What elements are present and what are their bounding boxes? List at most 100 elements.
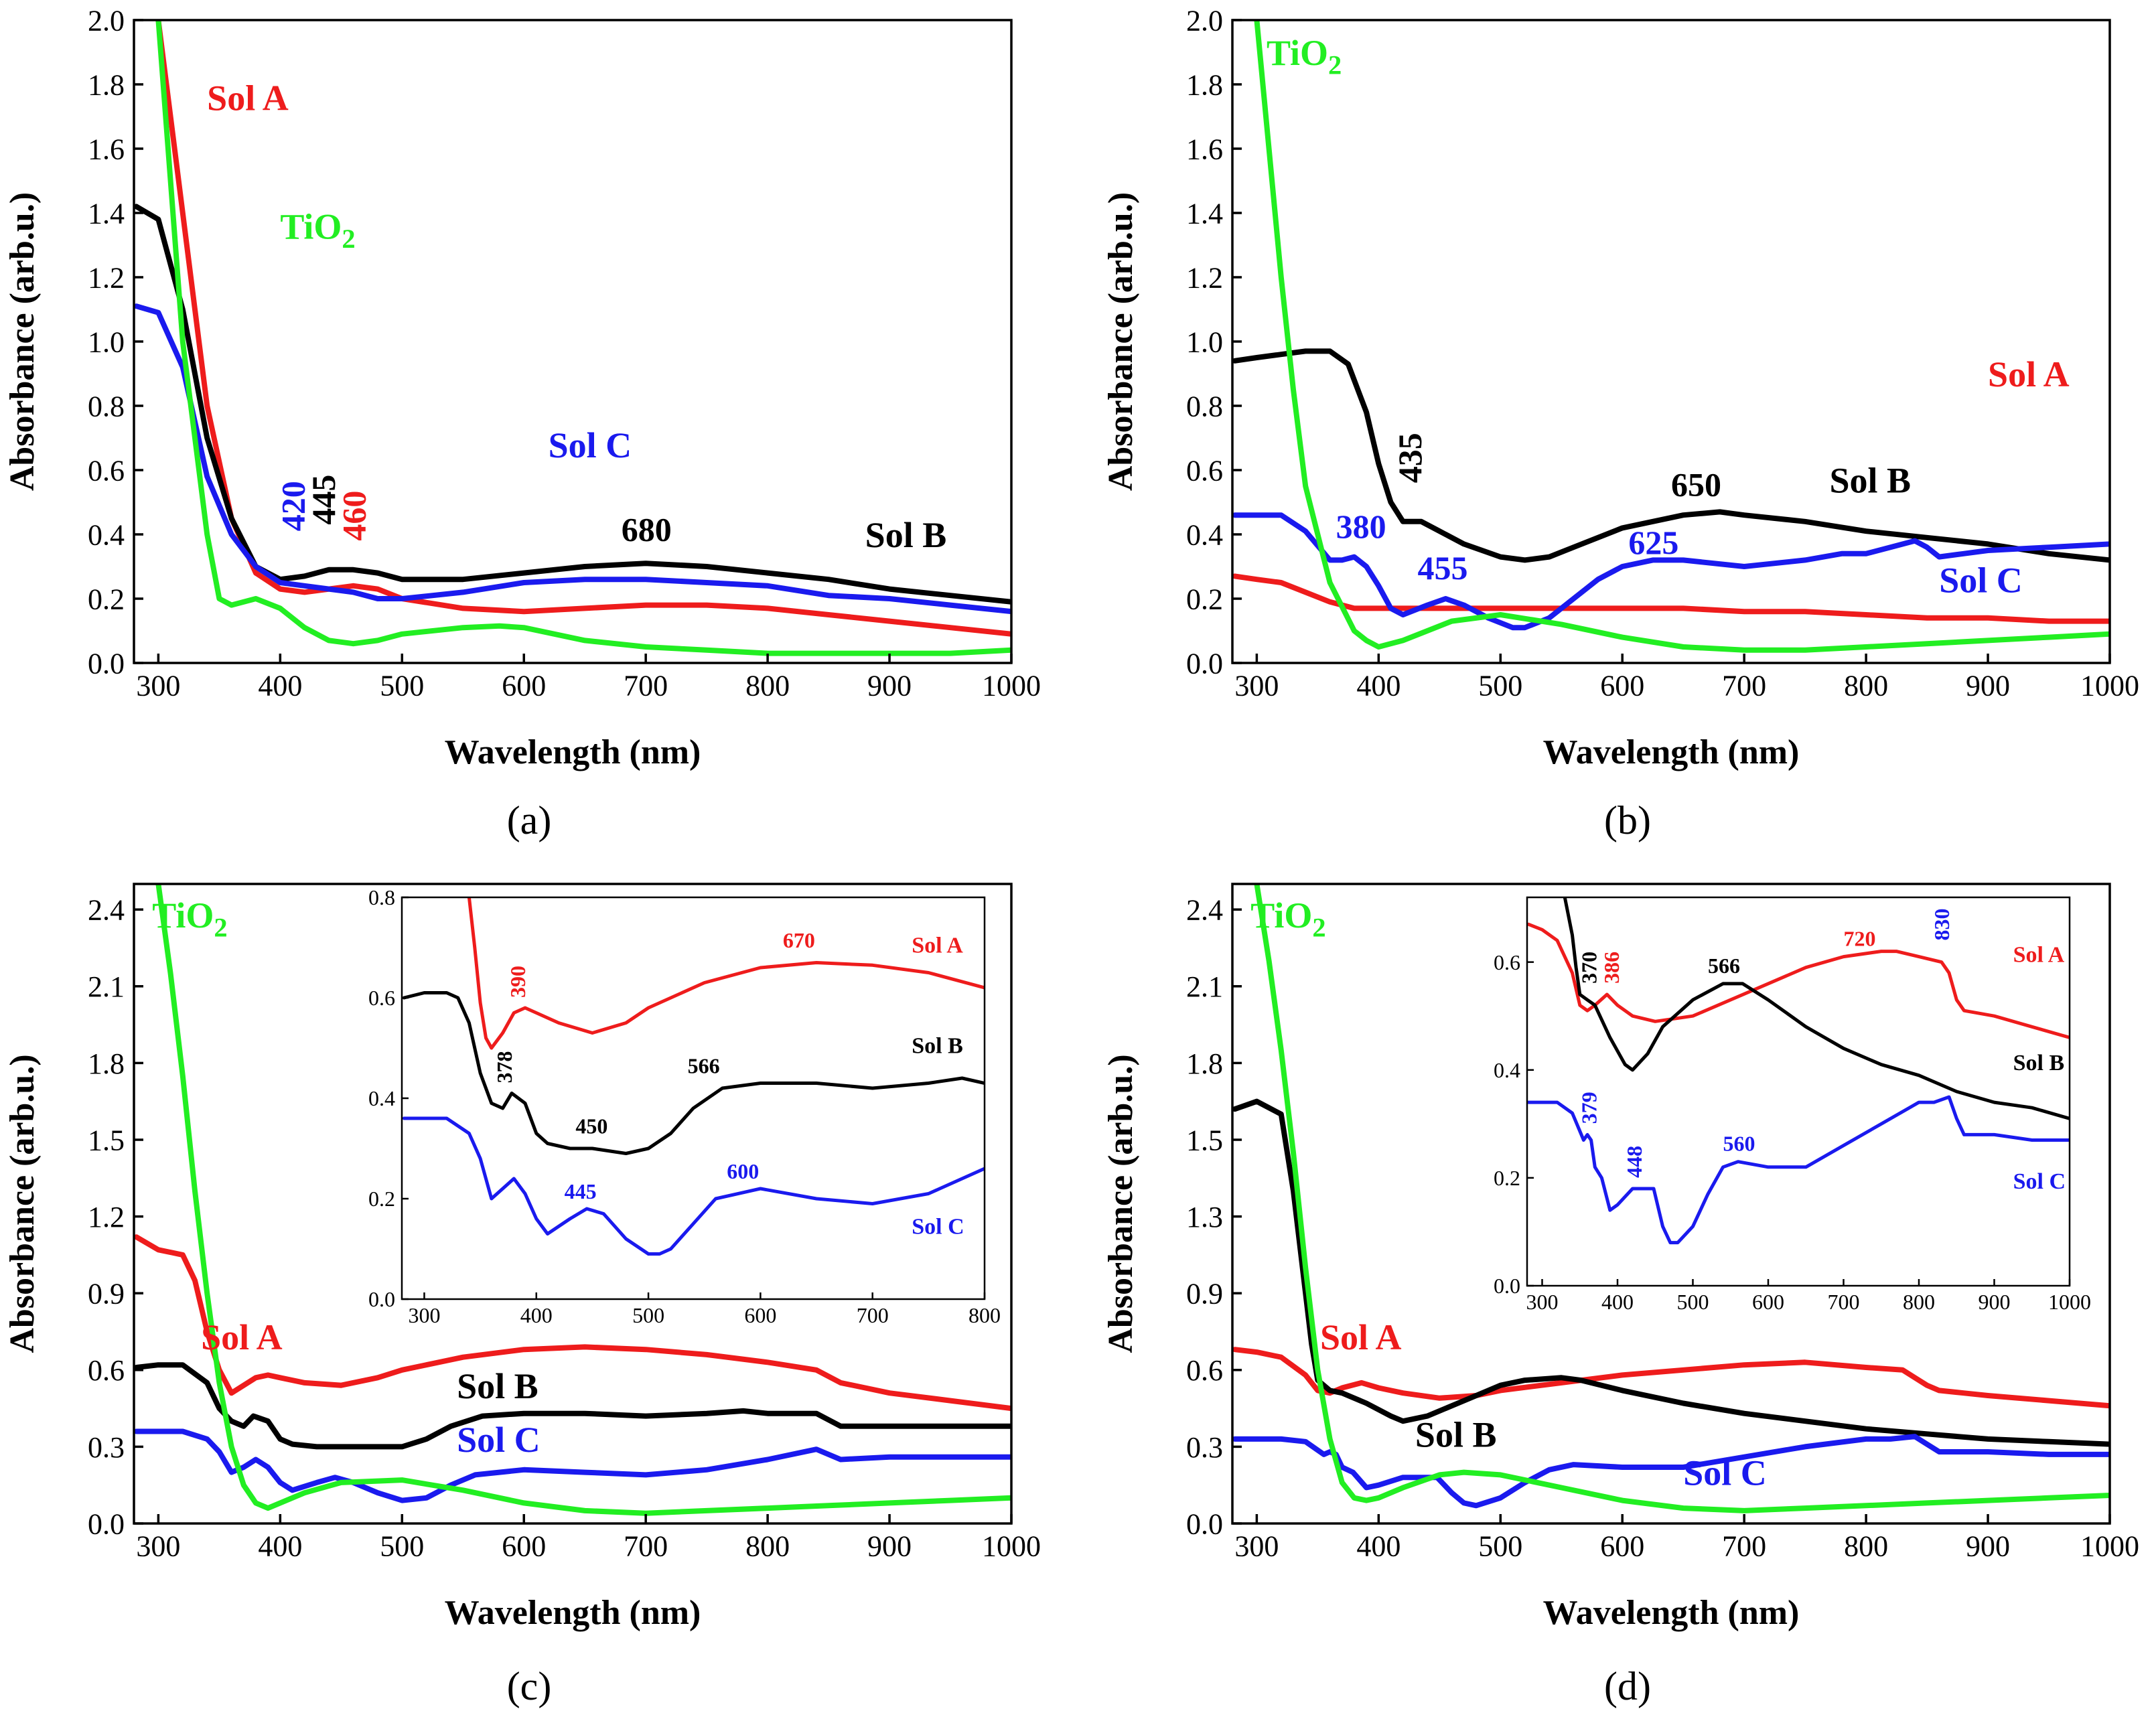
panel-d-x-axis-title: Wavelength (nm) <box>1543 1594 1800 1632</box>
panel-c-x-tick-label-300: 300 <box>136 1529 180 1562</box>
panel-c-x-tick-label-800: 800 <box>745 1529 790 1562</box>
panel-a-x-tick-label-800: 800 <box>745 669 790 702</box>
panel-d-inset-peak-label-566: 566 <box>1708 954 1740 978</box>
panel-b-series-group <box>1232 20 2110 653</box>
panel-d-x-tick-label-1000: 1000 <box>2080 1529 2139 1562</box>
panel-d-x-tick-label-500: 500 <box>1478 1529 1522 1562</box>
panel-d-inset-series-group <box>1527 897 2070 1245</box>
panel-d-inset-y-tick-label-2: 0.4 <box>1494 1058 1520 1082</box>
panel-c-y-tick-label-0: 0.0 <box>88 1507 125 1540</box>
panel-c-inset-peak-label-378: 378 <box>492 1051 516 1084</box>
panel-b-series-label-sol-b: Sol B <box>1830 461 1912 501</box>
panel-b-x-tick-label-800: 800 <box>1844 669 1888 702</box>
panel-a-y-tick-label-0: 0.0 <box>88 647 125 680</box>
panel-d-inset-peak-label-830: 830 <box>1930 908 1954 940</box>
panel-a-series-label-sol-a: Sol A <box>207 78 289 118</box>
panel-c-inset-peak-label-670: 670 <box>783 928 815 952</box>
panel-c-y-tick-label-8: 2.4 <box>88 894 125 927</box>
panel-b-y-tick-label-1: 0.2 <box>1186 583 1223 615</box>
panel-d-inset: 300 400 500 600 700 800 900 1000 0.0 0.2 0.4 0.6 Sol… <box>1494 896 2091 1314</box>
panel-b-peak-label-650: 650 <box>1671 465 1721 503</box>
panel-a-series-label-tio2: TiO2 <box>280 206 355 254</box>
panel-a-series-label-sol-b: Sol B <box>865 515 947 555</box>
panel-c: 300 400 500 600 700 800 900 1000 0.0 0.3 0.6 0.9 1.2… <box>3 883 1041 1632</box>
panel-d-x-tick-label-300: 300 <box>1234 1529 1279 1562</box>
panel-b-series-label-sol-c: Sol C <box>1939 560 2023 600</box>
panel-c-inset-series-line-sol-b <box>402 991 985 1155</box>
panel-d-inset-x-tick-label-600: 600 <box>1752 1290 1784 1314</box>
panel-b-x-tick-label-900: 900 <box>1966 669 2010 702</box>
panel-d-y-tick-label-7: 2.1 <box>1186 970 1223 1003</box>
panel-c-y-tick-label-7: 2.1 <box>88 970 125 1003</box>
panel-label-c: (c) <box>507 1664 552 1708</box>
panel-d-inset-series-label-sol-c: Sol C <box>2013 1169 2066 1194</box>
panel-b-y-tick-label-2: 0.4 <box>1186 518 1223 551</box>
panel-b-y-tick-label-7: 1.4 <box>1186 197 1223 230</box>
panel-c-series-line-sol-c <box>134 1428 1011 1503</box>
panel-d: 300 400 500 600 700 800 900 1000 0.0 0.3 0.6 0.9 1.3… <box>1102 883 2139 1632</box>
panel-a-series-line-sol-c <box>134 303 1011 615</box>
panel-c-series-line-sol-a <box>134 1234 1011 1412</box>
panel-b-series-label-sol-a: Sol A <box>1988 354 2070 394</box>
panel-d-plot-frame <box>1231 883 2111 1525</box>
panel-a-x-tick-label-700: 700 <box>624 669 668 702</box>
panel-a-y-tick-label-1: 0.2 <box>88 583 125 615</box>
panel-a-x-tick-label-400: 400 <box>258 669 302 702</box>
panel-c-inset-series-group <box>402 897 985 1256</box>
panel-c-x-tick-label-900: 900 <box>867 1529 912 1562</box>
panel-d-inset-peak-label-379: 379 <box>1577 1092 1601 1124</box>
panel-a-series-group <box>134 20 1011 656</box>
panel-a-y-tick-label-8: 1.6 <box>88 133 125 165</box>
panel-b: 300 400 500 600 700 800 900 1000 0.0 0.2 0.4 0.6 0.8… <box>1102 4 2139 771</box>
panel-c-series-line-tio2 <box>155 884 1011 1516</box>
panel-b-peak-label-380: 380 <box>1336 508 1386 545</box>
panel-c-inset-series-label-sol-b: Sol B <box>912 1034 963 1059</box>
panel-d-x-tick-label-600: 600 <box>1600 1529 1644 1562</box>
panel-a-x-tick-label-900: 900 <box>867 669 912 702</box>
panel-b-y-tick-label-3: 0.6 <box>1186 454 1223 487</box>
panel-a-series-line-sol-b <box>134 204 1011 605</box>
panel-c-y-tick-label-4: 1.2 <box>88 1201 125 1234</box>
panel-a-x-tick-label-300: 300 <box>136 669 180 702</box>
panel-a-peak-label-680: 680 <box>622 511 672 548</box>
panel-c-inset-peak-label-450: 450 <box>575 1114 607 1138</box>
panel-c-inset-y-tick-label-0: 0.0 <box>368 1287 395 1311</box>
panel-a-x-axis-title: Wavelength (nm) <box>445 733 701 771</box>
panel-d-series-label-sol-a: Sol A <box>1320 1317 1402 1357</box>
panel-a-peak-label-445: 445 <box>305 475 342 525</box>
panel-b-x-tick-label-1000: 1000 <box>2080 669 2139 702</box>
panel-a-x-tick-label-500: 500 <box>380 669 424 702</box>
panel-a-y-tick-label-4: 0.8 <box>88 390 125 423</box>
panel-c-x-axis-title: Wavelength (nm) <box>445 1594 701 1632</box>
panel-c-inset-x-tick-label-300: 300 <box>408 1303 440 1327</box>
panel-b-y-tick-label-0: 0.0 <box>1186 647 1223 680</box>
panel-b-y-tick-label-4: 0.8 <box>1186 390 1223 423</box>
panel-d-x-tick-label-900: 900 <box>1966 1529 2010 1562</box>
panel-c-x-tick-label-500: 500 <box>380 1529 424 1562</box>
panel-c-inset-series-label-sol-a: Sol A <box>912 934 963 958</box>
panel-d-inset-y-tick-label-3: 0.6 <box>1494 950 1520 974</box>
panel-d-inset-x-tick-label-500: 500 <box>1677 1290 1709 1314</box>
panel-c-series-label-sol-a: Sol A <box>201 1317 283 1357</box>
panel-d-inset-x-tick-label-400: 400 <box>1601 1290 1634 1314</box>
panel-d-inset-series-line-sol-b <box>1563 897 2070 1120</box>
panel-d-inset-plot-frame <box>1526 896 2071 1287</box>
panel-d-y-tick-label-0: 0.0 <box>1186 1507 1223 1540</box>
panel-c-inset-inset-background <box>402 897 985 1299</box>
panel-b-x-tick-label-600: 600 <box>1600 669 1644 702</box>
panel-b-y-tick-label-9: 1.8 <box>1186 68 1223 101</box>
panel-d-inset-x-tick-label-700: 700 <box>1828 1290 1860 1314</box>
panel-a-y-tick-label-3: 0.6 <box>88 454 125 487</box>
panel-a-y-axis-title: Absorbance (arb.u.) <box>3 192 42 491</box>
panel-d-y-tick-label-2: 0.6 <box>1186 1354 1223 1387</box>
panel-a-series-label-sol-c: Sol C <box>549 425 632 465</box>
panel-d-inset-inset-background <box>1527 897 2070 1286</box>
panel-d-inset-y-tick-label-0: 0.0 <box>1494 1274 1520 1298</box>
panel-b-x-tick-label-700: 700 <box>1722 669 1766 702</box>
panel-d-inset-peak-label-560: 560 <box>1723 1132 1755 1156</box>
panel-b-x-tick-label-300: 300 <box>1234 669 1279 702</box>
panel-c-inset-peak-label-390: 390 <box>506 966 530 998</box>
panel-a-y-tick-label-7: 1.4 <box>88 197 125 230</box>
panel-label-b: (b) <box>1604 798 1651 842</box>
